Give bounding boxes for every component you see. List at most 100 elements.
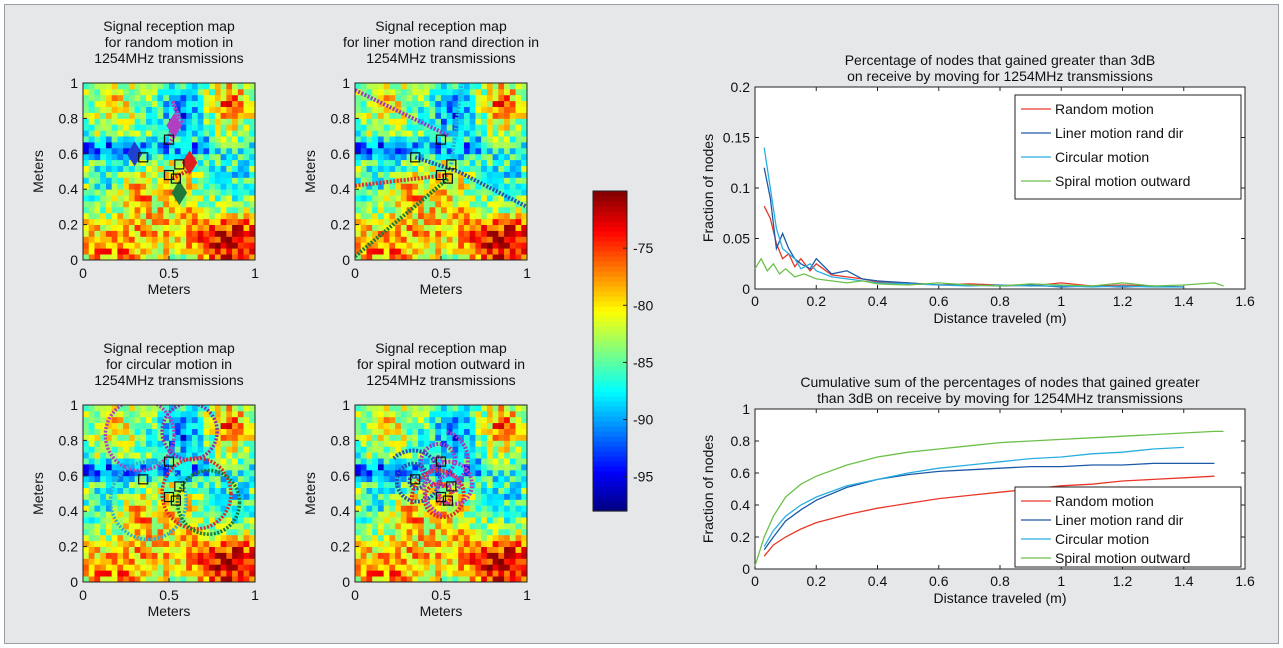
map-cell [220, 112, 227, 119]
map-cell [249, 236, 256, 243]
map-cell [406, 212, 413, 220]
map-cell [117, 499, 124, 506]
map-cell [232, 254, 239, 261]
y-tick-label: 0.6 [331, 468, 351, 484]
map-cell [435, 94, 442, 102]
map-cell [383, 558, 390, 565]
map-cell [429, 446, 436, 453]
map-cell [429, 487, 436, 494]
map-cell [429, 552, 436, 559]
map-cell [209, 452, 216, 459]
map-cell [186, 212, 193, 220]
map-cell [100, 236, 107, 243]
map-cell [383, 570, 390, 577]
map-cell [389, 422, 396, 429]
map-cell [134, 83, 141, 90]
map-cell [214, 201, 221, 208]
map-cell [105, 195, 113, 202]
x-tick-label: 1 [1057, 293, 1065, 309]
map-cell [463, 189, 471, 196]
map-cell [226, 469, 233, 477]
map-cell [249, 118, 256, 125]
map-cell [105, 405, 113, 412]
map-cell [243, 248, 250, 255]
map-cell [509, 83, 516, 90]
map-cell [441, 428, 448, 435]
y-tick-label: 1 [342, 397, 350, 413]
map-cell [377, 224, 385, 231]
map-cell [383, 254, 390, 261]
map-cell [481, 218, 488, 225]
map-cell [395, 452, 402, 459]
map-cell [389, 452, 396, 459]
map-cell [498, 136, 505, 143]
map-cell [140, 254, 147, 261]
map-cell [452, 452, 459, 459]
map-cell [180, 201, 187, 208]
map-cell [377, 475, 385, 483]
map-cell [180, 475, 187, 483]
map-cell [232, 528, 239, 536]
map-cell [400, 523, 407, 530]
map-cell [220, 212, 227, 220]
map-cell [498, 218, 505, 225]
map-cell [492, 254, 499, 261]
map-cell [492, 153, 499, 161]
circular-path [175, 468, 242, 536]
map-cell [463, 136, 471, 143]
map-cell [509, 218, 516, 225]
map-cell [412, 124, 419, 131]
map-cell [481, 534, 488, 542]
map-cell [521, 189, 528, 196]
map-cell [174, 546, 181, 553]
map-cell [249, 230, 256, 237]
map-cell [383, 147, 390, 155]
map-cell [463, 230, 471, 237]
map-cell [128, 130, 135, 137]
map-cell [463, 469, 471, 477]
map-cell [203, 112, 210, 119]
map-cell [186, 224, 193, 231]
map-cell [140, 100, 147, 107]
map-cell [412, 112, 419, 119]
map-cell [429, 405, 436, 412]
map-cell [429, 130, 436, 137]
map-cell [83, 212, 90, 220]
map-cell [186, 236, 193, 243]
map-cell [243, 88, 250, 96]
map-cell [232, 153, 239, 161]
map-cell [475, 528, 482, 536]
map-cell [180, 493, 187, 500]
map-cell [515, 130, 522, 137]
map-cell [395, 224, 402, 231]
map-cell [366, 177, 373, 184]
map-cell [163, 499, 170, 506]
map-cell [180, 106, 187, 113]
map-cell [509, 528, 516, 536]
map-cell [389, 153, 396, 161]
map-cell [163, 106, 170, 113]
map-cell [377, 218, 385, 225]
map-cell [452, 147, 459, 155]
map-cell [355, 100, 362, 107]
map-cell [232, 546, 239, 553]
map-cell [128, 254, 135, 261]
map-cell [395, 142, 402, 149]
map-cell [237, 206, 244, 214]
map-cell [504, 405, 511, 412]
map-cell [123, 540, 130, 547]
map-cell [88, 405, 95, 412]
circular-path [103, 405, 176, 473]
map-cell [509, 100, 516, 107]
map-cell [249, 458, 256, 465]
map-cell [83, 189, 90, 196]
map-cell [441, 183, 448, 190]
map-cell [88, 136, 95, 143]
colorbar-band [593, 411, 627, 417]
map-cell [400, 206, 407, 214]
map-cell [463, 171, 471, 178]
map-cell [372, 511, 379, 518]
map-cell [400, 416, 407, 424]
map-cell [203, 88, 210, 96]
map-cell [88, 434, 95, 441]
